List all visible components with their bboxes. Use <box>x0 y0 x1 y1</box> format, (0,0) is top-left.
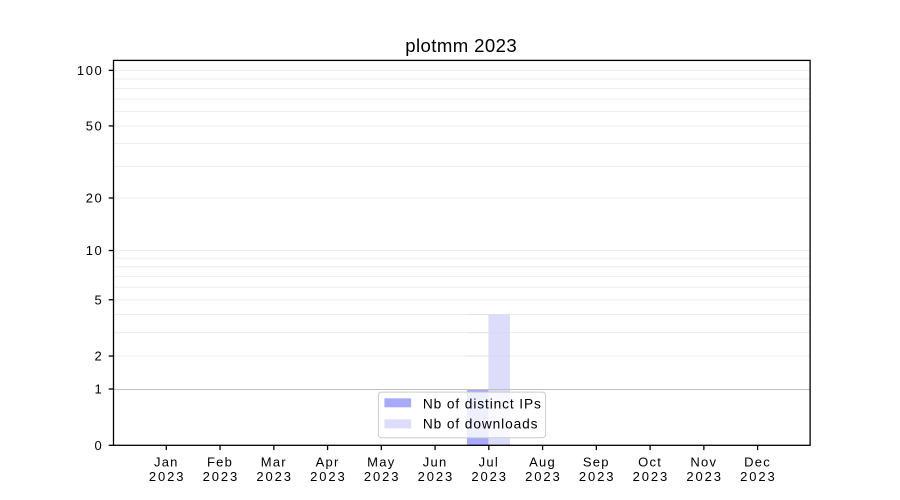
svg-text:Mar: Mar <box>261 454 287 469</box>
svg-text:2023: 2023 <box>525 469 562 484</box>
svg-text:Feb: Feb <box>207 454 233 469</box>
svg-text:Sep: Sep <box>583 454 610 469</box>
svg-text:Jan: Jan <box>154 454 179 469</box>
svg-text:Dec: Dec <box>744 454 771 469</box>
svg-text:100: 100 <box>77 63 104 78</box>
svg-text:2023: 2023 <box>310 469 347 484</box>
svg-text:plotmm 2023: plotmm 2023 <box>405 35 517 56</box>
svg-text:20: 20 <box>86 191 104 206</box>
svg-text:Nb of downloads: Nb of downloads <box>423 417 538 432</box>
svg-text:Jun: Jun <box>423 454 448 469</box>
svg-text:2023: 2023 <box>256 469 293 484</box>
svg-text:2023: 2023 <box>418 469 455 484</box>
svg-text:2023: 2023 <box>740 469 777 484</box>
svg-text:2023: 2023 <box>471 469 508 484</box>
svg-text:2023: 2023 <box>579 469 616 484</box>
svg-text:Nb of distinct IPs: Nb of distinct IPs <box>423 396 542 411</box>
svg-text:Oct: Oct <box>638 454 662 469</box>
svg-text:Nov: Nov <box>690 454 717 469</box>
svg-text:10: 10 <box>86 243 104 258</box>
svg-text:Apr: Apr <box>316 454 340 469</box>
svg-text:2023: 2023 <box>364 469 401 484</box>
svg-text:2023: 2023 <box>633 469 670 484</box>
svg-text:May: May <box>367 454 395 469</box>
svg-text:2: 2 <box>95 349 104 364</box>
svg-text:50: 50 <box>86 119 104 134</box>
svg-text:0: 0 <box>95 438 104 453</box>
svg-text:2023: 2023 <box>686 469 723 484</box>
svg-text:1: 1 <box>95 382 104 397</box>
svg-text:2023: 2023 <box>149 469 186 484</box>
svg-text:2023: 2023 <box>203 469 240 484</box>
svg-text:5: 5 <box>95 292 104 307</box>
svg-text:Jul: Jul <box>479 454 499 469</box>
svg-text:Aug: Aug <box>529 454 556 469</box>
